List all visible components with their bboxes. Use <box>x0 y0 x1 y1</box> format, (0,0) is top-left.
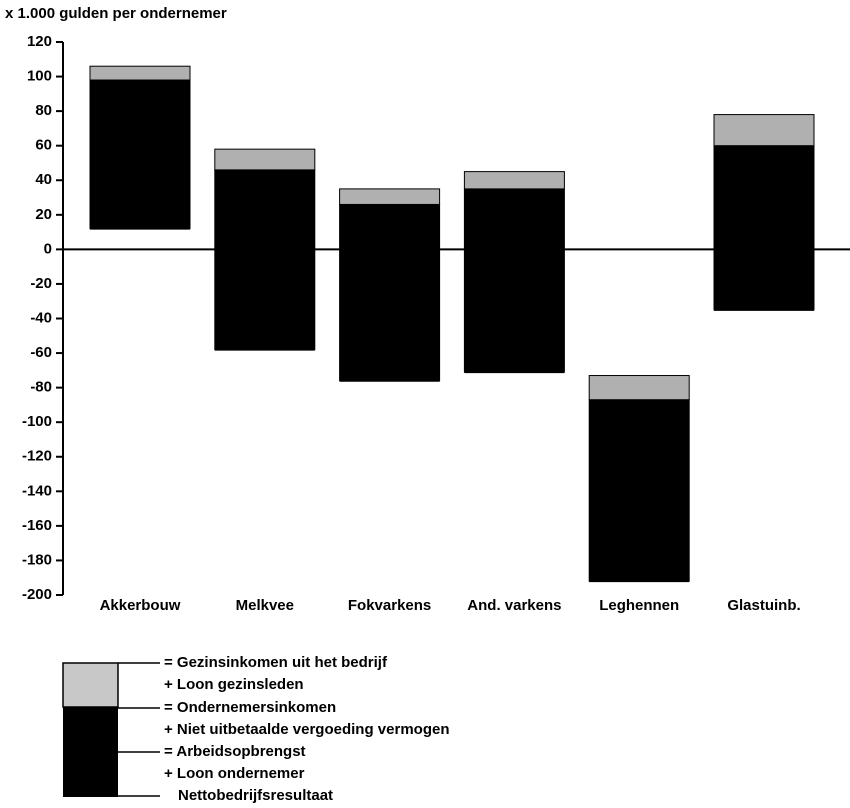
y-tick-label: -60 <box>30 344 52 361</box>
y-tick-label: 120 <box>27 33 52 50</box>
y-tick-label: 80 <box>35 102 52 119</box>
y-tick-label: -100 <box>22 413 52 430</box>
y-tick-label: 40 <box>35 171 52 188</box>
x-tick-label: And. varkens <box>467 597 561 614</box>
x-tick-label: Leghennen <box>599 597 679 614</box>
bar-segment <box>463 188 565 373</box>
bar-segment <box>339 188 441 205</box>
bar-segment <box>339 203 441 382</box>
y-tick-label: -160 <box>22 517 52 534</box>
bar-segment <box>588 399 690 582</box>
bar-segment <box>713 114 815 147</box>
y-tick-label: -180 <box>22 551 52 568</box>
y-tick-label: -80 <box>30 379 52 396</box>
legend-label: + Niet uitbetaalde vergoeding vermogen <box>164 721 449 738</box>
legend-label: + Loon ondernemer <box>164 765 305 782</box>
y-tick-label: 100 <box>27 68 52 85</box>
x-tick-label: Fokvarkens <box>348 597 431 614</box>
legend-label: Nettobedrijfsresultaat <box>178 787 333 804</box>
bar-segment <box>588 375 690 401</box>
bar-segment <box>713 145 815 311</box>
y-tick-label: -40 <box>30 309 52 326</box>
y-tick-label: -140 <box>22 482 52 499</box>
y-tick-label: -120 <box>22 448 52 465</box>
bar-segment <box>214 148 316 171</box>
y-tick-label: 60 <box>35 137 52 154</box>
bar-segment <box>214 169 316 351</box>
bar-segment <box>463 171 565 190</box>
y-tick-label: 20 <box>35 206 52 223</box>
legend-gray-box <box>62 662 119 708</box>
legend-label: = Gezinsinkomen uit het bedrijf <box>164 654 388 671</box>
y-tick-label: 0 <box>44 240 52 257</box>
x-tick-label: Glastuinb. <box>727 597 800 614</box>
x-tick-label: Akkerbouw <box>100 597 181 614</box>
legend <box>62 662 160 797</box>
bar-segment <box>89 79 191 230</box>
legend-black-box <box>63 707 118 797</box>
legend-label: = Ondernemersinkomen <box>164 699 336 716</box>
legend-label: = Arbeidsopbrengst <box>164 743 306 760</box>
y-tick-label: -20 <box>30 275 52 292</box>
y-tick-label: -200 <box>22 586 52 603</box>
bar-segment <box>89 65 191 81</box>
x-tick-label: Melkvee <box>236 597 294 614</box>
legend-label: + Loon gezinsleden <box>164 676 304 693</box>
y-axis-label: x 1.000 gulden per ondernemer <box>5 5 227 22</box>
